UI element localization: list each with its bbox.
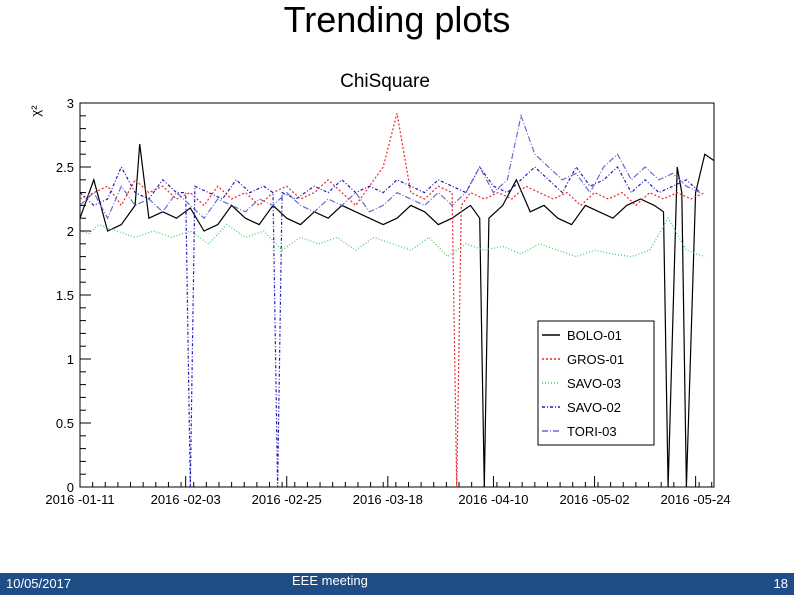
legend-label-gros-01: GROS-01 [567, 352, 624, 367]
x-tick-label: 2016 -02-03 [151, 492, 221, 507]
chisquare-chart: ChiSquare χ² 0 0.5 1 1.5 2 2.5 3 2016 -01-11 2016 … [28, 71, 731, 507]
series-line-gros-01 [79, 113, 706, 488]
y-tick-label: 2 [67, 224, 74, 239]
x-tick-label: 2016 -05-24 [661, 492, 731, 507]
y-tick-label: 2.5 [56, 160, 74, 175]
x-tick-label: 2016 -02-25 [252, 492, 322, 507]
y-axis-label: χ² [28, 105, 43, 117]
footer-bar: 10/05/2017 EEE meeting 18 [0, 573, 794, 595]
legend-label-savo-02: SAVO-02 [567, 400, 621, 415]
footer-date: 10/05/2017 [6, 576, 72, 591]
legend-label-savo-03: SAVO-03 [567, 376, 621, 391]
footer-meeting: EEE meeting [292, 573, 368, 588]
y-tick-label: 0.5 [56, 416, 74, 431]
y-tick-label: 1.5 [56, 288, 74, 303]
y-tick-label: 0 [67, 480, 74, 495]
slide-title: Trending plots [283, 0, 511, 40]
series-line-savo-02 [79, 165, 701, 488]
series-line-bolo-01 [79, 143, 715, 488]
x-tick-label: 2016 -04-10 [458, 492, 528, 507]
chart-title: ChiSquare [340, 71, 430, 92]
legend-label-bolo-01: BOLO-01 [567, 328, 622, 343]
x-tick-label: 2016 -05-02 [559, 492, 629, 507]
series-line-savo-03 [79, 216, 705, 258]
legend-label-tori-03: TORI-03 [567, 424, 617, 439]
y-tick-label: 1 [67, 352, 74, 367]
y-tick-label: 3 [67, 96, 74, 111]
x-tick-label: 2016 -01-11 [45, 492, 114, 507]
series-line-tori-03 [79, 113, 701, 220]
x-tick-label: 2016 -03-18 [353, 492, 423, 507]
footer-page-number: 18 [773, 576, 788, 591]
